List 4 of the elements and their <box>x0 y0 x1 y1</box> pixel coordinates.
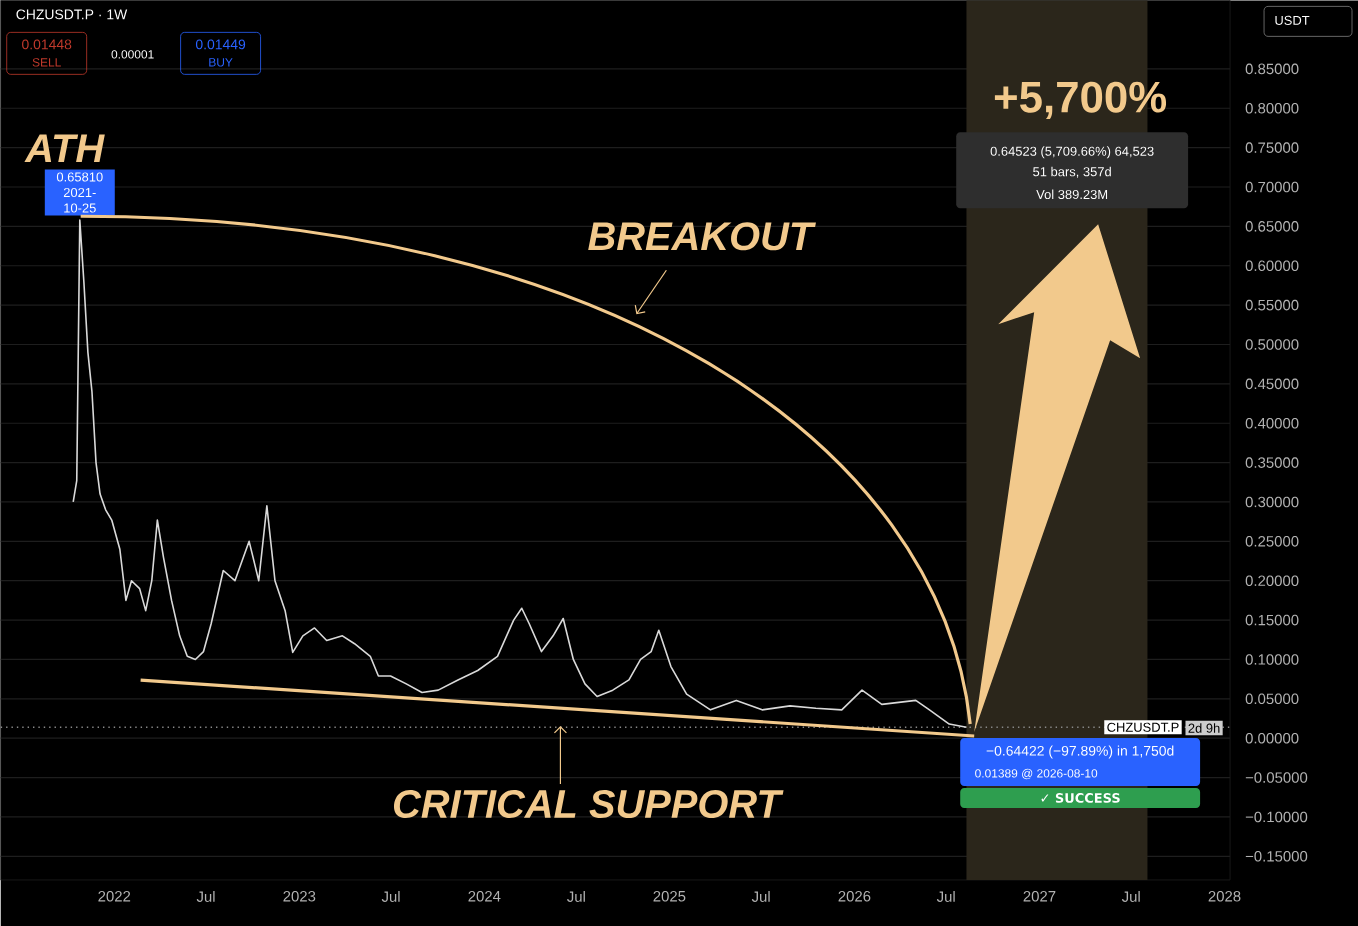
annotation: ATH <box>24 134 105 163</box>
annotation: CRITICAL SUPPORT <box>393 789 784 819</box>
annotation: +5,700% <box>994 81 1167 120</box>
annotation: BREAKOUT <box>588 222 816 251</box>
